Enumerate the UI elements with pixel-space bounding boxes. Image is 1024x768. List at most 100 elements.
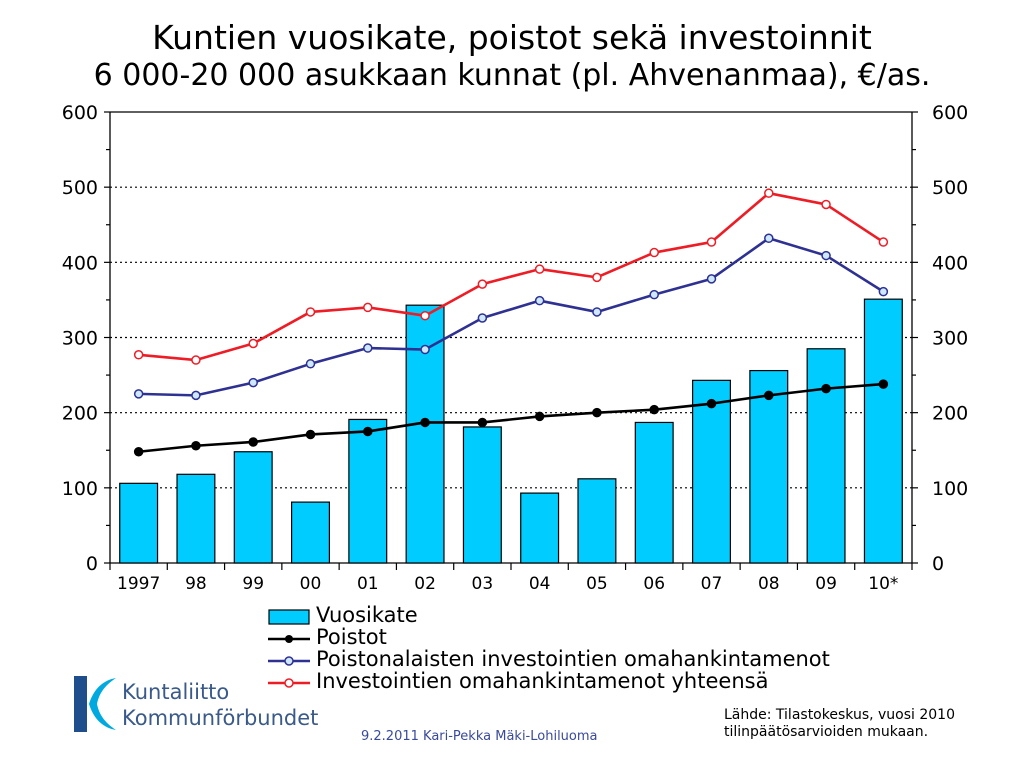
data-point xyxy=(420,417,430,428)
data-point xyxy=(363,343,373,353)
data-point xyxy=(764,233,774,244)
y-tick-label-right: 300 xyxy=(932,328,968,350)
data-point xyxy=(191,390,201,401)
x-tick-label: 01 xyxy=(357,574,379,594)
bar xyxy=(119,482,159,564)
data-point xyxy=(420,344,430,355)
bar xyxy=(691,379,732,564)
y-tick-label-right: 600 xyxy=(932,102,968,124)
y-tick-label-right: 0 xyxy=(932,553,944,575)
legend-line-swatch xyxy=(268,678,310,688)
y-tick-label-right: 400 xyxy=(932,252,968,274)
data-point xyxy=(592,272,602,283)
x-tick-label: 00 xyxy=(300,574,322,594)
legend-line-swatch xyxy=(268,635,310,643)
series-line xyxy=(138,382,884,454)
data-point xyxy=(248,437,258,447)
bar xyxy=(806,348,846,564)
source-line2: tilinpäätösarvioiden mukaan. xyxy=(724,724,929,740)
legend-label: Vuosikate xyxy=(316,603,418,627)
data-point xyxy=(248,377,258,388)
x-tick-label: 09 xyxy=(815,574,837,594)
legend-label: Investointien omahankintamenot yhteensä xyxy=(316,669,769,693)
kuntaliitto-logo: Kuntaliitto Kommunförbundet xyxy=(70,674,330,734)
x-tick-label: 05 xyxy=(586,574,608,594)
bar xyxy=(290,501,331,564)
data-point xyxy=(305,307,316,317)
kuntaliitto-logo-icon xyxy=(74,676,116,732)
y-tick-label-left: 400 xyxy=(62,252,98,274)
x-tick-label: 04 xyxy=(529,574,551,594)
data-point xyxy=(133,447,144,457)
bar xyxy=(405,304,445,564)
bar xyxy=(348,418,388,564)
data-point xyxy=(764,390,774,401)
data-point xyxy=(821,383,831,394)
source-line1: Lähde: Tilastokeskus, vuosi 2010 xyxy=(724,707,955,723)
data-point xyxy=(764,188,774,198)
data-point xyxy=(649,404,659,415)
chart-title: Kuntien vuosikate, poistot sekä investoi… xyxy=(152,18,872,57)
data-point xyxy=(248,338,258,349)
logo-text-line2: Kommunförbundet xyxy=(122,706,319,730)
data-point xyxy=(191,355,201,365)
data-point xyxy=(133,389,144,399)
series-line xyxy=(138,236,885,397)
data-point xyxy=(706,398,717,409)
x-tick-label: 03 xyxy=(472,574,494,594)
data-point xyxy=(191,440,201,451)
data-point xyxy=(534,264,545,274)
x-tick-label: 08 xyxy=(758,574,780,594)
data-point xyxy=(363,426,373,437)
legend-line-swatch xyxy=(268,656,310,666)
data-point xyxy=(821,250,831,261)
y-tick-label-left: 200 xyxy=(62,403,98,425)
data-point xyxy=(534,411,545,422)
y-tick-label-right: 100 xyxy=(932,478,968,500)
logo-text-line1: Kuntaliitto xyxy=(122,680,230,704)
data-point xyxy=(878,237,889,247)
data-point xyxy=(420,310,430,321)
y-tick-label-right: 200 xyxy=(932,403,968,425)
data-point xyxy=(534,295,545,306)
data-point xyxy=(305,359,316,369)
x-tick-label: 02 xyxy=(414,574,436,594)
data-point xyxy=(305,429,316,440)
bar xyxy=(176,473,216,564)
x-tick-label: 98 xyxy=(185,574,207,594)
y-tick-label-right: 500 xyxy=(932,177,968,199)
bar xyxy=(634,421,674,564)
y-tick-label-left: 600 xyxy=(62,102,98,124)
x-tick-label: 10* xyxy=(868,574,898,594)
data-point xyxy=(821,199,831,210)
chart-subtitle: 6 000-20 000 asukkaan kunnat (pl. Ahvena… xyxy=(93,58,931,93)
data-point xyxy=(592,407,602,418)
data-point xyxy=(592,307,602,317)
data-point xyxy=(477,417,488,428)
legend-bar-swatch xyxy=(268,609,310,625)
bar xyxy=(577,478,617,564)
x-tick-label: 07 xyxy=(701,574,723,594)
data-point xyxy=(878,379,889,389)
data-point xyxy=(363,302,373,313)
data-point xyxy=(133,350,144,360)
source-note: Lähde: Tilastokeskus, vuosi 2010 tilinpä… xyxy=(724,707,955,741)
bar xyxy=(863,298,903,564)
legend-label: Poistonalaisten investointien omahankint… xyxy=(316,647,830,671)
data-point xyxy=(878,286,889,297)
footer-text: 9.2.2011 Kari-Pekka Mäki-Lohiluoma xyxy=(361,729,598,744)
bar xyxy=(462,426,502,564)
bar xyxy=(749,369,789,564)
x-tick-label: 06 xyxy=(643,574,665,594)
data-point xyxy=(477,313,488,323)
x-tick-label: 1997 xyxy=(117,574,160,594)
data-point xyxy=(649,289,659,300)
data-point xyxy=(706,237,717,247)
data-point xyxy=(649,247,659,258)
series-line xyxy=(138,191,885,362)
data-point xyxy=(706,274,717,284)
y-tick-label-left: 0 xyxy=(86,553,98,575)
bar xyxy=(233,451,273,564)
bar xyxy=(520,492,560,564)
